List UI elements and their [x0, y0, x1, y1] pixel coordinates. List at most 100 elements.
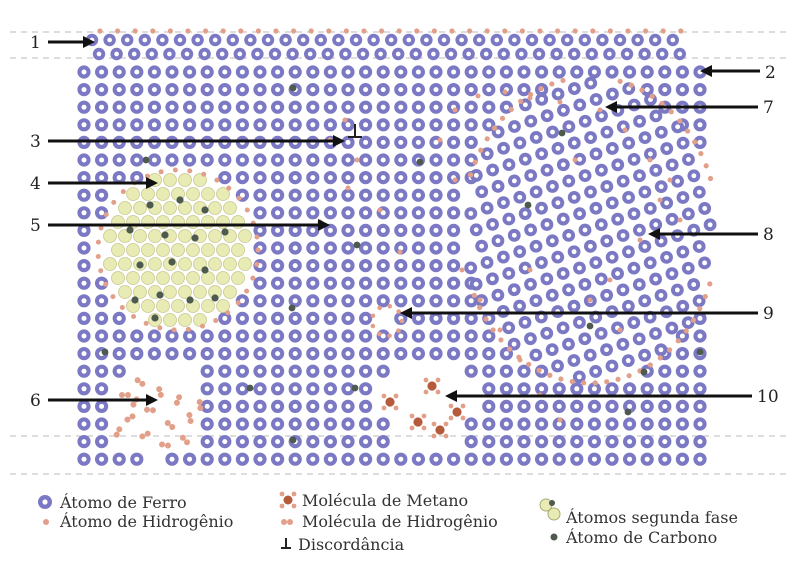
iron-atom — [482, 329, 496, 343]
second-phase-atom — [186, 215, 200, 229]
iron-atom — [271, 241, 285, 255]
iron-atom — [138, 33, 151, 47]
iron-atom — [271, 329, 285, 343]
iron-atom — [271, 294, 285, 308]
second-phase-atom — [171, 271, 185, 285]
iron-atom — [693, 452, 707, 466]
iron-atom — [551, 250, 565, 264]
iron-atom — [218, 329, 232, 343]
iron-atom — [499, 452, 513, 466]
iron-atom — [332, 33, 345, 47]
iron-atom — [649, 33, 662, 47]
iron-atom — [121, 33, 134, 47]
arrow-2 — [700, 65, 760, 77]
iron-atom — [631, 33, 644, 47]
hydrogen-molecule — [144, 406, 156, 414]
iron-atom — [693, 311, 707, 325]
iron-atom — [517, 399, 531, 413]
iron-atom — [556, 321, 570, 335]
iron-atom — [640, 452, 654, 466]
iron-atom — [253, 65, 267, 79]
iron-atom — [562, 174, 576, 188]
iron-atom — [112, 171, 126, 185]
iron-atom — [288, 329, 302, 343]
iron-atom — [623, 382, 637, 396]
iron-atom — [633, 169, 646, 183]
iron-atom — [552, 435, 566, 449]
iron-atom — [341, 153, 355, 167]
iron-atom — [253, 223, 267, 237]
iron-atom — [570, 417, 584, 431]
second-phase-atom — [201, 243, 215, 257]
iron-atom — [95, 382, 109, 396]
iron-atom — [323, 153, 337, 167]
iron-atom — [261, 33, 275, 47]
iron-atom — [513, 136, 527, 150]
hydrogen-atom — [397, 249, 403, 255]
iron-atom — [675, 435, 690, 449]
iron-atom — [464, 417, 478, 431]
iron-atom — [95, 65, 109, 79]
iron-atom — [551, 141, 565, 155]
hydrogen-atom — [592, 380, 598, 386]
iron-atom — [578, 277, 592, 291]
hydrogen-atom — [690, 317, 697, 323]
iron-atom — [376, 294, 390, 308]
iron-atom — [95, 171, 109, 185]
iron-atom — [183, 65, 197, 79]
iron-atom — [394, 153, 408, 167]
iron-atom — [507, 174, 521, 188]
iron-atom — [191, 33, 204, 47]
iron-atom — [675, 83, 690, 97]
iron-atom — [323, 100, 337, 114]
iron-atom — [271, 276, 285, 290]
carbon-atom — [586, 322, 594, 330]
iron-atom — [411, 223, 425, 237]
iron-atom — [341, 206, 355, 220]
hydrogen-atom — [625, 28, 631, 34]
iron-atom — [376, 83, 390, 97]
iron-atom — [200, 435, 214, 449]
hydrogen-molecule — [173, 394, 183, 406]
iron-atom — [596, 33, 609, 47]
iron-atom — [583, 348, 597, 362]
hydrogen-atom — [478, 147, 484, 153]
iron-atom — [200, 100, 214, 114]
iron-atom — [376, 188, 390, 202]
iron-atom — [464, 261, 478, 275]
iron-atom — [251, 47, 264, 61]
iron-atom — [447, 259, 461, 273]
iron-atom — [507, 283, 521, 297]
iron-atom — [200, 153, 214, 167]
second-phase-atom — [178, 313, 192, 327]
hydrogen-atom — [132, 28, 138, 34]
hydrogen-atom — [143, 320, 149, 326]
iron-atom — [77, 276, 91, 290]
iron-atom — [77, 241, 91, 255]
hydrogen-atom — [472, 159, 478, 165]
iron-atom — [218, 171, 232, 185]
iron-atom — [524, 223, 538, 237]
iron-atom — [112, 311, 126, 325]
iron-atom — [359, 206, 373, 220]
iron-atom — [578, 169, 592, 183]
iron-atom — [605, 417, 619, 431]
legend-hydrogen-molecule: Molécula de Hidrogênio — [281, 512, 498, 531]
hydrogen-atom — [452, 107, 458, 113]
iron-atom — [622, 191, 635, 204]
iron-atom — [649, 109, 663, 123]
iron-atom — [621, 299, 635, 313]
iron-atom — [183, 100, 197, 114]
iron-atom — [218, 382, 232, 396]
iron-atom — [271, 364, 285, 378]
hydrogen-atom — [597, 107, 603, 113]
iron-atom — [200, 382, 214, 396]
iron-atom — [627, 261, 641, 275]
hydrogen-atom — [617, 327, 623, 333]
iron-atom — [562, 229, 576, 242]
second-phase-atom — [133, 285, 147, 299]
iron-atom — [306, 259, 320, 273]
iron-atom — [480, 47, 493, 61]
iron-atom — [429, 188, 443, 202]
iron-atom — [605, 250, 619, 264]
